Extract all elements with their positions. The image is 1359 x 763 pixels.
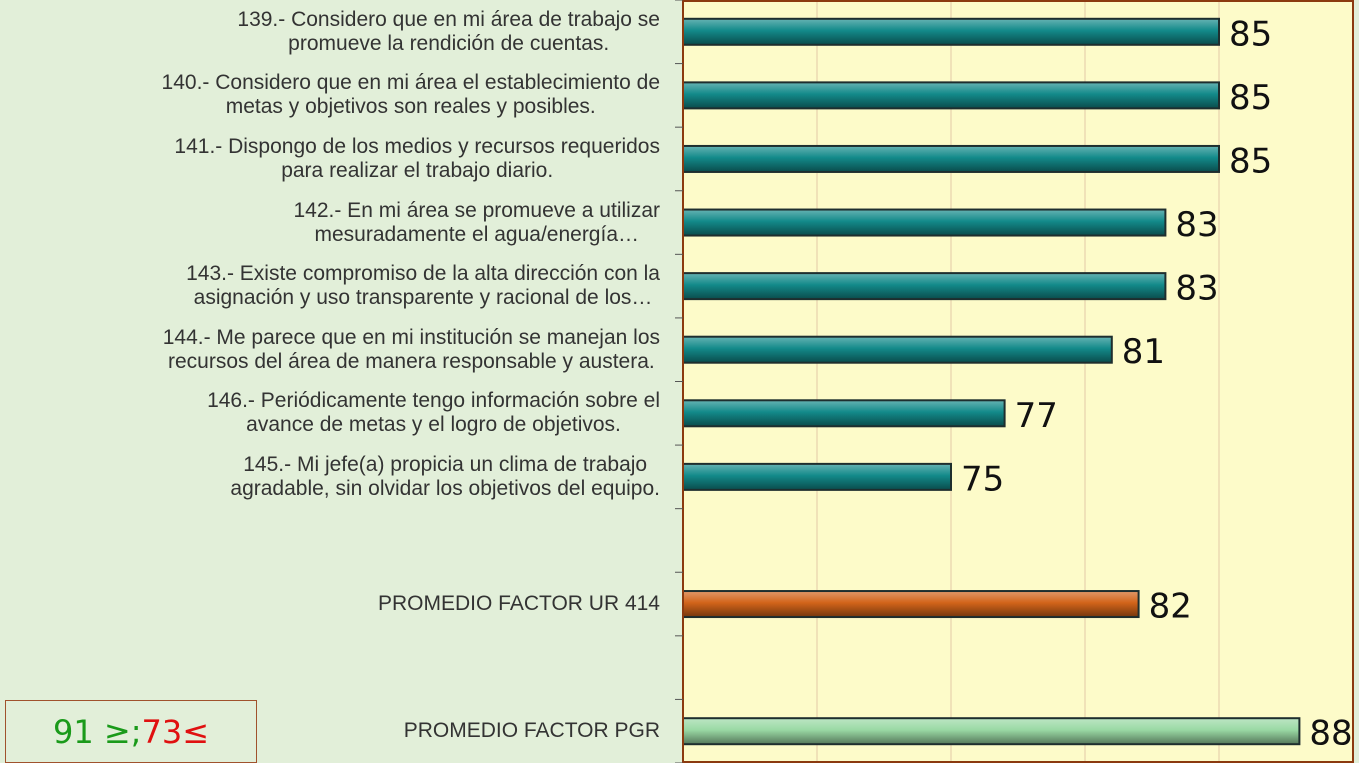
value-label: 83 [1175,205,1218,245]
bar [682,208,1167,237]
value-label: 83 [1175,269,1218,309]
bar [682,399,1006,428]
value-label: 85 [1229,14,1272,54]
value-label: 85 [1229,141,1272,181]
range-note: 91 ≥; 73≤ [5,700,257,763]
category-label: 141.- Dispongo de los medios y recursos … [174,134,660,182]
bar [682,335,1113,364]
bar [682,272,1167,301]
bar [682,81,1220,110]
category-label: 146.- Periódicamente tengo información s… [207,389,660,437]
bar [682,17,1220,46]
value-label: 75 [961,459,1004,499]
bar [682,462,952,491]
category-label: 144.- Me parece que en mi institución se… [162,325,660,373]
bar [682,717,1301,746]
category-label: 139.- Considero que en mi área de trabaj… [237,7,660,55]
category-label: 145.- Mi jefe(a) propicia un clima de tr… [230,452,660,500]
category-label: 142.- En mi área se promueve a utilizar … [293,198,660,246]
category-label: PROMEDIO FACTOR UR 414 [377,592,660,616]
plot-area [683,0,1353,763]
bar [682,144,1220,173]
high-range: 91 ≥; [52,712,142,751]
value-label: 85 [1229,78,1272,118]
category-label: PROMEDIO FACTOR PGR [403,719,660,743]
category-label: 140.- Considero que en mi área el establ… [161,71,660,119]
value-label: 77 [1015,396,1058,436]
value-label: 82 [1149,587,1192,627]
low-range: 73≤ [141,712,209,751]
value-label: 88 [1309,714,1352,754]
value-label: 81 [1122,332,1165,372]
bar [682,590,1140,619]
category-label: 143.- Existe compromiso de la alta direc… [186,262,660,310]
